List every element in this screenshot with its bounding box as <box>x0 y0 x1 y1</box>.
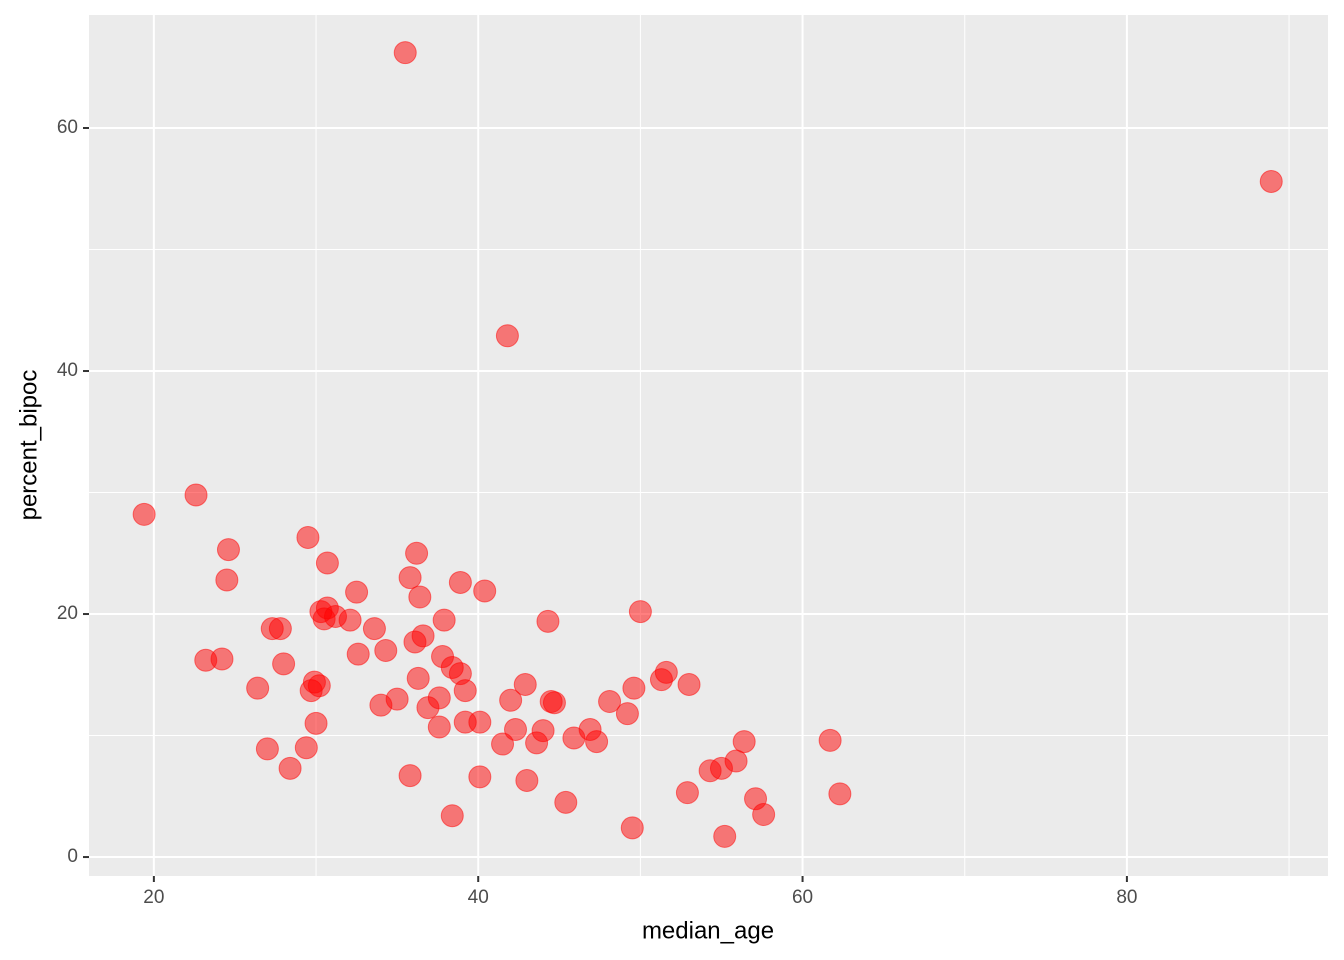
point <box>296 525 320 549</box>
point <box>504 717 528 741</box>
point <box>398 566 422 590</box>
point <box>315 551 339 575</box>
point <box>405 541 429 565</box>
y-tick-label: 0 <box>67 846 78 867</box>
point <box>677 673 701 697</box>
point <box>408 585 432 609</box>
point <box>468 710 492 734</box>
point <box>620 816 644 840</box>
point <box>132 502 156 526</box>
point <box>338 608 362 632</box>
point <box>246 676 270 700</box>
point <box>495 324 519 348</box>
point <box>628 600 652 624</box>
point <box>411 624 435 648</box>
point <box>818 728 842 752</box>
y-tick-label: 60 <box>57 117 78 138</box>
point <box>432 608 456 632</box>
y-axis-title: percent_bipoc <box>15 370 42 521</box>
point <box>732 730 756 754</box>
point <box>427 715 451 739</box>
point <box>536 609 560 633</box>
point <box>272 652 296 676</box>
point <box>713 824 737 848</box>
point <box>513 673 537 697</box>
point <box>453 679 477 703</box>
point <box>448 570 472 594</box>
point <box>515 768 539 792</box>
point <box>346 642 370 666</box>
point <box>268 617 292 641</box>
point <box>345 580 369 604</box>
point <box>184 483 208 507</box>
y-tick-label: 20 <box>57 603 78 624</box>
panel <box>89 15 1328 876</box>
point <box>278 756 302 780</box>
point <box>491 732 515 756</box>
point <box>440 804 464 828</box>
point <box>724 749 748 773</box>
point <box>531 719 555 743</box>
point <box>210 647 234 671</box>
point <box>216 538 240 562</box>
point <box>406 666 430 690</box>
point <box>828 782 852 806</box>
point <box>499 688 523 712</box>
point <box>307 674 331 698</box>
point <box>393 41 417 65</box>
point <box>215 568 239 592</box>
x-axis-title: median_age <box>642 917 774 944</box>
point <box>1259 169 1283 193</box>
x-tick-label: 80 <box>1116 887 1137 908</box>
point <box>304 711 328 735</box>
y-tick-label: 40 <box>57 360 78 381</box>
point <box>598 690 622 714</box>
point <box>654 660 678 684</box>
point <box>554 790 578 814</box>
point <box>622 676 646 700</box>
point <box>542 691 566 715</box>
point <box>385 687 409 711</box>
point <box>675 781 699 805</box>
point <box>374 638 398 662</box>
point <box>255 737 279 761</box>
point <box>473 579 497 603</box>
point <box>294 736 318 760</box>
point <box>398 764 422 788</box>
point <box>585 730 609 754</box>
x-tick-label: 40 <box>468 887 489 908</box>
x-tick-label: 60 <box>792 887 813 908</box>
point <box>362 617 386 641</box>
x-tick-label: 20 <box>143 887 164 908</box>
point <box>615 702 639 726</box>
point <box>468 765 492 789</box>
point <box>427 686 451 710</box>
point <box>752 803 776 827</box>
